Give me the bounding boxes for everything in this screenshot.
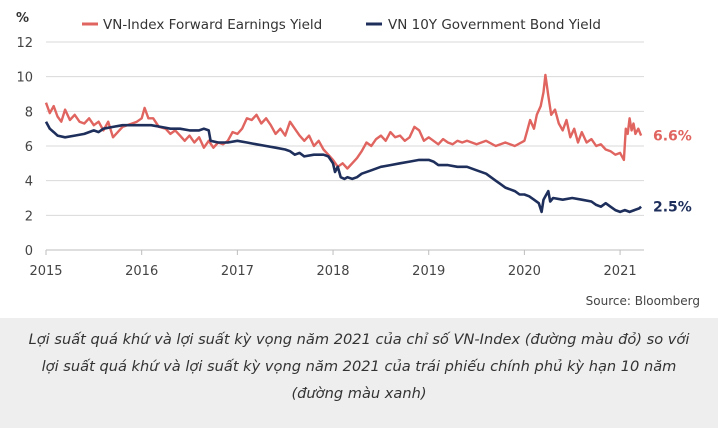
y-tick-label: 0 bbox=[25, 244, 33, 259]
y-tick-label: 8 bbox=[25, 105, 33, 120]
x-tick-label: 2017 bbox=[221, 264, 254, 279]
y-tick-label: 10 bbox=[16, 71, 33, 86]
x-tick-label: 2019 bbox=[412, 264, 445, 279]
y-tick-label: 6 bbox=[25, 140, 33, 155]
y-tick-label: 2 bbox=[25, 209, 33, 224]
series-line-vnindex bbox=[44, 73, 643, 170]
y-axis-unit: % bbox=[16, 11, 29, 26]
line-chart: % 0 2 4 6 8 10 12 2015 2016 2017 2018 2019 2020 2021 6.… bbox=[16, 11, 700, 308]
x-tick-label: 2020 bbox=[508, 264, 541, 279]
series-line-bond bbox=[44, 121, 642, 214]
x-tick-label: 2018 bbox=[316, 264, 349, 279]
x-tick-label: 2016 bbox=[125, 264, 158, 279]
y-tick-label: 12 bbox=[16, 36, 33, 51]
series-end-label-vnindex: 6.6% bbox=[653, 129, 692, 145]
source-note: Source: Bloomberg bbox=[586, 294, 700, 308]
legend-label-bond: VN 10Y Government Bond Yield bbox=[388, 17, 601, 33]
series-end-label-bond: 2.5% bbox=[653, 200, 692, 216]
x-tick-label: 2015 bbox=[29, 264, 62, 279]
caption: Lợi suất quá khứ và lợi suất kỳ vọng năm… bbox=[0, 318, 718, 428]
legend-label-vnindex: VN-Index Forward Earnings Yield bbox=[103, 17, 322, 33]
y-tick-label: 4 bbox=[25, 175, 33, 190]
x-tick-label: 2021 bbox=[604, 264, 637, 279]
chart-area: % 0 2 4 6 8 10 12 2015 2016 2017 2018 2019 2020 2021 6.… bbox=[16, 11, 700, 308]
caption-text: Lợi suất quá khứ và lợi suất kỳ vọng năm… bbox=[28, 331, 690, 402]
